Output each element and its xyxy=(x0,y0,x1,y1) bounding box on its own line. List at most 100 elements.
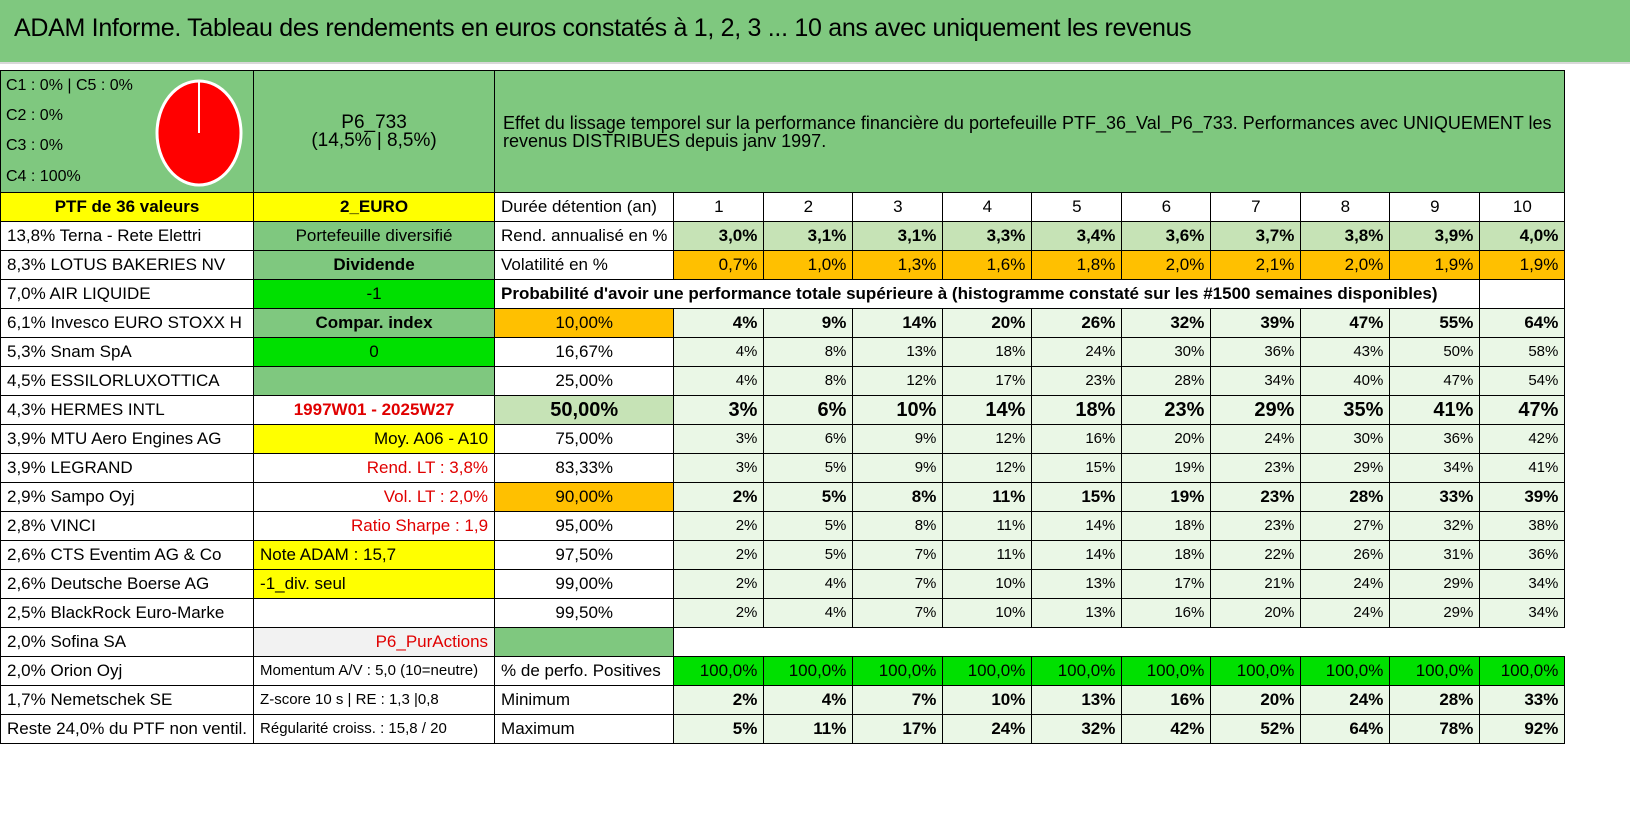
probability-value: 5% xyxy=(763,453,854,483)
probability-value: 8% xyxy=(763,337,854,367)
positives-label: % de perfo. Positives xyxy=(494,656,675,686)
allocation-pie-chart xyxy=(155,79,243,187)
probability-value: 13% xyxy=(1031,569,1123,599)
volatility-value: 1,8% xyxy=(1031,250,1123,280)
probability-value: 17% xyxy=(1121,569,1212,599)
year-header: 2 xyxy=(763,192,854,222)
year-header: 4 xyxy=(942,192,1033,222)
probability-value: 8% xyxy=(763,366,854,396)
probability-value: 38% xyxy=(1479,511,1566,541)
probability-value: 7% xyxy=(852,540,944,570)
maximum-label: Maximum xyxy=(494,714,675,744)
probability-value: 31% xyxy=(1389,540,1481,570)
probability-value: 26% xyxy=(1031,308,1123,338)
probability-value: 9% xyxy=(763,308,854,338)
dividend-cell: Dividende xyxy=(253,250,496,280)
pur-actions-cell: P6_PurActions xyxy=(253,627,496,657)
holding-cell: 2,9% Sampo Oyj xyxy=(0,482,255,512)
probability-value: 23% xyxy=(1031,366,1123,396)
threshold-cell: 90,00% xyxy=(494,482,675,512)
effect-description: Effet du lissage temporel sur la perform… xyxy=(494,70,1566,193)
zero-cell: 0 xyxy=(253,337,496,367)
year-header: 3 xyxy=(852,192,944,222)
positives-value: 100,0% xyxy=(763,656,854,686)
probability-value: 47% xyxy=(1300,308,1391,338)
holding-cell: 7,0% AIR LIQUIDE xyxy=(0,279,255,309)
probability-value: 33% xyxy=(1389,482,1481,512)
probability-value: 12% xyxy=(942,424,1033,454)
empty-green-cell xyxy=(253,366,496,396)
currency-cell: 2_EURO xyxy=(253,192,496,222)
maximum-value: 11% xyxy=(763,714,854,744)
maximum-value: 64% xyxy=(1300,714,1391,744)
volatility-value: 1,3% xyxy=(852,250,944,280)
probability-value: 13% xyxy=(1031,598,1123,628)
probability-value: 39% xyxy=(1210,308,1302,338)
title-bar: ADAM Informe. Tableau des rendements en … xyxy=(0,0,1630,64)
positives-value: 100,0% xyxy=(1121,656,1212,686)
probability-value: 6% xyxy=(763,424,854,454)
probability-value: 8% xyxy=(852,482,944,512)
annual-return-value: 4,0% xyxy=(1479,221,1566,251)
threshold-cell: 10,00% xyxy=(494,308,675,338)
probability-value: 10% xyxy=(852,395,944,425)
probability-value: 19% xyxy=(1121,453,1212,483)
maximum-value: 78% xyxy=(1389,714,1481,744)
probability-value: 36% xyxy=(1479,540,1566,570)
class-c2: C2 : 0% xyxy=(6,107,63,124)
volatility-value: 0,7% xyxy=(673,250,765,280)
volatility-value: 2,0% xyxy=(1121,250,1212,280)
holding-cell: 2,8% VINCI xyxy=(0,511,255,541)
probability-value: 5% xyxy=(763,540,854,570)
probability-value: 20% xyxy=(942,308,1033,338)
threshold-cell: 95,00% xyxy=(494,511,675,541)
probability-value: 6% xyxy=(763,395,854,425)
probability-value: 4% xyxy=(673,366,765,396)
maximum-value: 92% xyxy=(1479,714,1566,744)
probability-value: 23% xyxy=(1210,453,1302,483)
probability-value: 11% xyxy=(942,540,1033,570)
table-row: 3,9% LEGRAND Rend. LT : 3,8% 83,33% 3% 5% 9% 1… xyxy=(0,453,1566,483)
probability-value: 9% xyxy=(852,424,944,454)
table-row: 3,9% MTU Aero Engines AG Moy. A06 - A10 75… xyxy=(0,424,1566,454)
year-header: 9 xyxy=(1389,192,1481,222)
probability-value: 16% xyxy=(1031,424,1123,454)
positives-value: 100,0% xyxy=(1479,656,1566,686)
threshold-cell: 83,33% xyxy=(494,453,675,483)
regularite-cell: Régularité croiss. : 15,8 / 20 xyxy=(253,714,496,744)
probability-value: 4% xyxy=(763,569,854,599)
table-row: 4,5% ESSILORLUXOTTICA 25,00% 4% 8% 12% 17% 23%… xyxy=(0,366,1566,396)
probability-value: 23% xyxy=(1210,511,1302,541)
maximum-value: 32% xyxy=(1031,714,1123,744)
class-c4: C4 : 100% xyxy=(6,168,81,185)
probability-value: 50% xyxy=(1389,337,1481,367)
probability-value: 4% xyxy=(673,308,765,338)
table-row: 2,8% VINCI Ratio Sharpe : 1,9 95,00% 2% 5% 8%… xyxy=(0,511,1566,541)
portfolio-id-cell: P6_733 (14,5% | 8,5%) xyxy=(253,70,496,193)
table-row: 2,9% Sampo Oyj Vol. LT : 2,0% 90,00% 2% 5% 8%… xyxy=(0,482,1566,512)
probability-value: 47% xyxy=(1479,395,1566,425)
probability-value: 41% xyxy=(1479,453,1566,483)
probability-value: 10% xyxy=(942,569,1033,599)
minimum-value: 33% xyxy=(1479,685,1566,715)
table-row: 1,7% Nemetschek SE Z-score 10 s | RE : 1,… xyxy=(0,685,1566,715)
holding-cell: 5,3% Snam SpA xyxy=(0,337,255,367)
volatility-value: 2,1% xyxy=(1210,250,1302,280)
probability-value: 15% xyxy=(1031,482,1123,512)
rend-lt-cell: Rend. LT : 3,8% xyxy=(253,453,496,483)
probability-value: 24% xyxy=(1210,424,1302,454)
empty-green-cell xyxy=(494,627,675,657)
volatility-value: 1,0% xyxy=(763,250,854,280)
probability-value: 14% xyxy=(852,308,944,338)
probability-value: 24% xyxy=(1031,337,1123,367)
probability-value: 23% xyxy=(1121,395,1212,425)
table-row: 2,6% CTS Eventim AG & Co Note ADAM : 15,7… xyxy=(0,540,1566,570)
probability-value: 7% xyxy=(852,569,944,599)
probability-value: 32% xyxy=(1389,511,1481,541)
probability-value: 34% xyxy=(1389,453,1481,483)
probability-value: 11% xyxy=(942,482,1033,512)
holding-cell: PTF de 36 valeurs xyxy=(0,192,255,222)
minimum-value: 13% xyxy=(1031,685,1123,715)
probability-value: 41% xyxy=(1389,395,1481,425)
maximum-value: 42% xyxy=(1121,714,1212,744)
